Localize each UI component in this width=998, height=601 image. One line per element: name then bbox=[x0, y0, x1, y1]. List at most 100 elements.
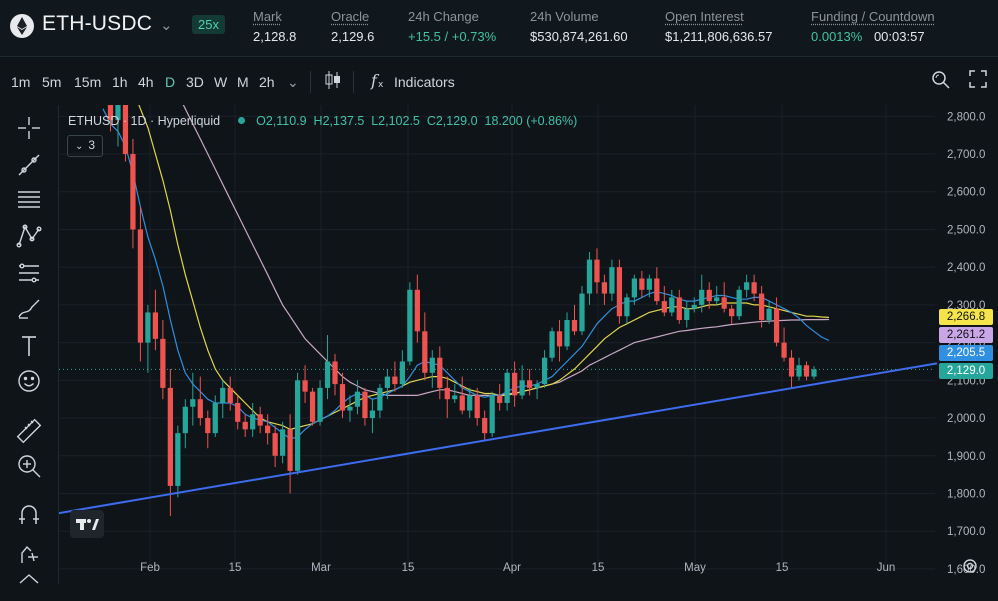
candlestick-icon[interactable] bbox=[323, 69, 343, 96]
indicator-collapse-button[interactable]: ⌄ 3 bbox=[67, 135, 103, 157]
candle-body bbox=[205, 418, 211, 434]
timeframe-4h[interactable]: 4h bbox=[138, 74, 154, 90]
candle-body bbox=[549, 331, 555, 358]
ruler-tool-icon[interactable] bbox=[14, 416, 44, 446]
price-chart[interactable]: 2,800.0 2,700.0 2,600.0 2,500.0 2,400.0 2,300… bbox=[59, 105, 998, 584]
candle-body bbox=[227, 387, 233, 403]
candle-body bbox=[212, 402, 218, 434]
y-tick-label: 1,800.0 bbox=[947, 488, 985, 500]
price-tag: 2,129.0 bbox=[939, 363, 993, 380]
candle-body bbox=[309, 391, 316, 422]
candle-body bbox=[107, 105, 114, 121]
candle-body bbox=[519, 380, 525, 396]
leverage-badge[interactable]: 25x bbox=[192, 15, 225, 34]
timeframe-15m[interactable]: 15m bbox=[74, 74, 102, 90]
brush-tool-icon[interactable] bbox=[14, 293, 44, 323]
candle-body bbox=[429, 357, 435, 373]
x-tick-label: Jun bbox=[877, 562, 896, 574]
timeframe-2h[interactable]: 2h bbox=[259, 74, 275, 90]
x-tick-label: 15 bbox=[402, 562, 415, 574]
y-tick-label: 2,600.0 bbox=[947, 187, 985, 199]
fib-tool-icon[interactable] bbox=[14, 258, 44, 288]
crosshair-icon[interactable] bbox=[14, 113, 44, 143]
trendline-tool-icon[interactable] bbox=[14, 150, 44, 180]
candle-body bbox=[571, 319, 578, 332]
candle-body bbox=[541, 357, 548, 385]
candle-body bbox=[766, 308, 772, 320]
chevron-down-icon[interactable]: ⌄ bbox=[160, 17, 173, 34]
candle-body bbox=[474, 395, 480, 419]
market-status-dot bbox=[237, 117, 245, 124]
x-tick-label: Apr bbox=[503, 562, 521, 574]
timeframe-1h[interactable]: 1h bbox=[112, 74, 128, 90]
magnet-icon[interactable] bbox=[14, 500, 44, 530]
candle-body bbox=[788, 357, 795, 377]
timeframe-m[interactable]: M bbox=[237, 74, 249, 90]
candle-body bbox=[467, 395, 473, 411]
ma-slow-line bbox=[182, 105, 830, 396]
candle-body bbox=[773, 308, 780, 343]
lock-drawings-icon[interactable] bbox=[14, 537, 44, 567]
pattern-tool-icon[interactable] bbox=[14, 221, 44, 251]
candle-body bbox=[182, 406, 188, 434]
ma-mid-line bbox=[138, 105, 830, 431]
timeframe-3d[interactable]: 3D bbox=[186, 74, 204, 90]
toolbar-divider bbox=[353, 71, 354, 93]
candle-body bbox=[669, 297, 675, 313]
candle-body bbox=[250, 414, 256, 430]
candle-body bbox=[691, 304, 697, 309]
candle-body bbox=[242, 421, 248, 430]
stat-value: 2,129.6 bbox=[331, 29, 375, 44]
candle-body bbox=[534, 384, 540, 388]
funding-rate: 0.0013% bbox=[811, 29, 863, 44]
timeframe-5m[interactable]: 5m bbox=[42, 74, 62, 90]
zoom-in-icon[interactable] bbox=[14, 451, 44, 481]
text-tool-icon[interactable] bbox=[14, 331, 44, 361]
market-header: ETH-USDC ⌄ 25x Mark 2,128.8 Oracle 2,129… bbox=[0, 0, 998, 57]
x-tick-label: 15 bbox=[592, 562, 605, 574]
candle-body bbox=[676, 297, 682, 320]
stat-value: $530,874,261.60 bbox=[530, 29, 628, 44]
candle-body bbox=[751, 282, 757, 294]
toolbar-divider bbox=[310, 71, 311, 93]
moving-averages bbox=[102, 105, 830, 440]
candle-body bbox=[556, 331, 563, 347]
candle-body bbox=[130, 154, 136, 230]
candle-body bbox=[811, 369, 817, 377]
candle-body bbox=[444, 387, 450, 400]
candle-body bbox=[137, 229, 144, 343]
candle-body bbox=[803, 365, 810, 377]
indicators-button[interactable]: Indicators bbox=[394, 74, 455, 90]
settings-gear-icon[interactable] bbox=[962, 558, 978, 579]
tradingview-logo[interactable] bbox=[70, 510, 104, 538]
candle-body bbox=[122, 105, 129, 155]
candle-body bbox=[564, 319, 570, 347]
candle-body bbox=[332, 361, 338, 385]
candle-body bbox=[145, 312, 151, 343]
candle-body bbox=[601, 282, 608, 294]
candle-body bbox=[497, 395, 503, 403]
candle-body bbox=[115, 105, 121, 121]
timeframe-w[interactable]: W bbox=[214, 74, 228, 90]
candle-body bbox=[721, 297, 727, 309]
timeframe-1m[interactable]: 1m bbox=[11, 74, 31, 90]
y-tick-label: 2,800.0 bbox=[947, 111, 985, 123]
candle-body bbox=[661, 301, 667, 313]
fullscreen-icon[interactable] bbox=[968, 69, 988, 94]
candle-body bbox=[197, 399, 203, 419]
timeframe-d[interactable]: D bbox=[165, 74, 176, 90]
zoom-reset-icon[interactable] bbox=[930, 69, 952, 96]
stat-mark: Mark 2,128.8 bbox=[253, 9, 296, 44]
stat-value-row: 0.0013% 00:03:57 bbox=[811, 29, 935, 44]
eye-icon[interactable] bbox=[14, 571, 44, 601]
candle-body bbox=[744, 282, 750, 290]
chart-grid bbox=[59, 105, 935, 570]
emoji-tool-icon[interactable] bbox=[14, 366, 44, 396]
timeframe-dropdown-icon[interactable]: ⌄ bbox=[287, 74, 299, 90]
candle-body bbox=[167, 387, 173, 486]
horizontal-lines-tool-icon[interactable] bbox=[14, 185, 44, 215]
symbol-selector[interactable]: ETH-USDC bbox=[42, 12, 153, 35]
y-tick-label: 2,400.0 bbox=[947, 262, 985, 274]
candle-body bbox=[392, 376, 398, 385]
